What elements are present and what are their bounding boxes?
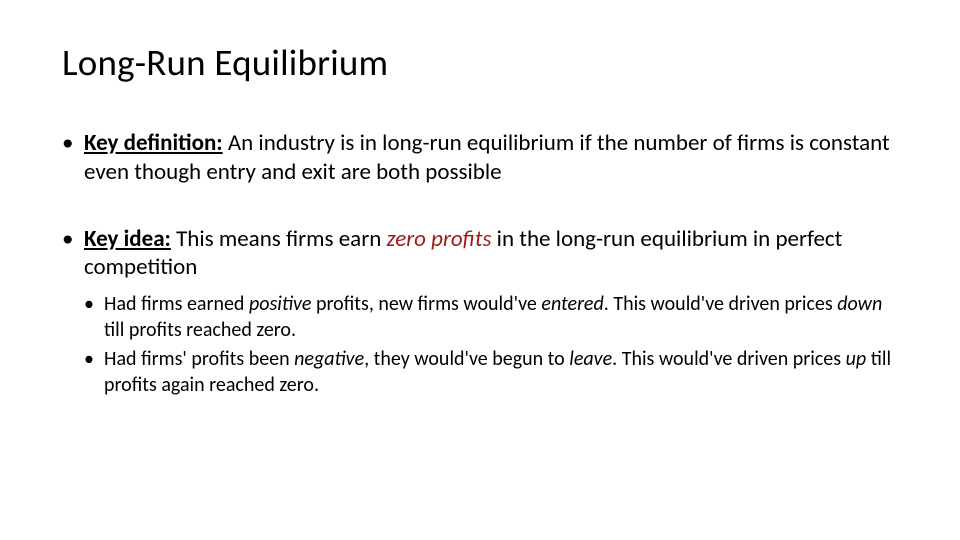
sub-bullet-positive: Had firms earned positive profits, new f…: [84, 292, 898, 343]
bullet-text-pre: This means firms earn: [171, 225, 387, 253]
text-seg: till profits reached zero.: [104, 318, 296, 342]
text-seg: profits, new firms would've: [311, 292, 541, 316]
sub-bullet-list: Had firms earned positive profits, new f…: [84, 292, 898, 398]
emphasis: up: [846, 347, 867, 371]
emphasis: entered: [541, 292, 603, 316]
lead-label: Key definition:: [84, 129, 223, 157]
emphasis: negative: [294, 347, 364, 371]
bullet-key-idea: Key idea: This means firms earn zero pro…: [62, 225, 898, 399]
text-seg: Had firms' profits been: [104, 347, 294, 371]
emphasis: down: [837, 292, 882, 316]
slide-title: Long-Run Equilibrium: [62, 40, 898, 85]
text-seg: . This would've driven prices: [604, 292, 837, 316]
sub-bullet-negative: Had firms' profits been negative, they w…: [84, 347, 898, 398]
text-seg: Had firms earned: [104, 292, 249, 316]
emphasis: positive: [249, 292, 312, 316]
emphasis-zero-profits: zero profits: [387, 225, 492, 253]
emphasis: leave: [569, 347, 612, 371]
bullet-list: Key definition: An industry is in long-r…: [62, 129, 898, 398]
bullet-key-definition: Key definition: An industry is in long-r…: [62, 129, 898, 187]
slide: Long-Run Equilibrium Key definition: An …: [0, 0, 960, 540]
text-seg: , they would've begun to: [364, 347, 569, 371]
text-seg: . This would've driven prices: [612, 347, 845, 371]
lead-label: Key idea:: [84, 225, 171, 253]
